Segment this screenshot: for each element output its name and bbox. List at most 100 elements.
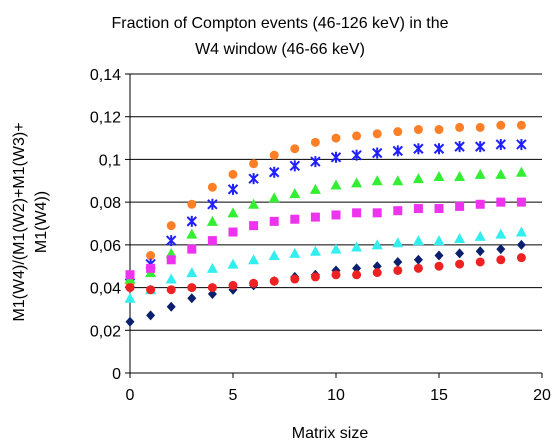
data-point [207, 288, 217, 299]
y-tick-label: 0,1 [99, 152, 121, 169]
data-point [455, 201, 465, 211]
data-point [330, 243, 342, 254]
data-point [248, 198, 260, 209]
data-point [371, 175, 383, 186]
data-point [289, 160, 301, 172]
data-point [268, 192, 280, 203]
data-point [434, 125, 444, 135]
data-point [392, 175, 404, 186]
data-point [495, 168, 507, 179]
data-point [412, 235, 424, 246]
data-point [413, 125, 423, 135]
data-point [352, 208, 362, 218]
series-4 [125, 197, 526, 280]
data-point [186, 267, 198, 278]
data-point [269, 216, 279, 226]
data-point [371, 239, 383, 250]
data-point [516, 138, 527, 150]
data-point [187, 244, 197, 254]
data-point [146, 285, 156, 295]
data-point [207, 236, 217, 246]
data-point [454, 141, 465, 153]
data-point [496, 255, 506, 265]
y-tick-label: 0,04 [90, 281, 121, 298]
data-point [310, 137, 320, 147]
data-point [146, 263, 156, 273]
data-point [187, 283, 197, 293]
chart-title: Fraction of Compton events (46-126 keV) … [111, 15, 448, 58]
data-point [124, 292, 136, 303]
data-point [393, 127, 403, 137]
data-point [309, 183, 321, 194]
series-1 [125, 120, 526, 288]
data-point [228, 169, 238, 179]
data-point [166, 301, 176, 312]
data-point [393, 256, 403, 267]
data-point [392, 145, 404, 157]
series-6 [125, 239, 526, 327]
x-tick-label: 20 [533, 387, 551, 404]
x-tick-labels: 0 5 10 15 20 [126, 387, 551, 404]
data-point [412, 173, 424, 184]
x-tick-label: 0 [126, 387, 135, 404]
data-point [125, 283, 135, 293]
data-point [352, 263, 362, 274]
y-axis-label-line-1: M1(W4)/(M1(W2)+M1(W3)+ [11, 122, 28, 321]
data-point [516, 197, 526, 207]
data-point [310, 156, 321, 168]
data-point [496, 197, 506, 207]
data-point [268, 250, 280, 261]
data-point [146, 251, 156, 261]
data-point [331, 210, 341, 220]
series-3 [124, 166, 527, 284]
data-point [433, 235, 445, 246]
data-point [392, 237, 404, 248]
data-point [393, 206, 403, 216]
data-point [290, 144, 300, 154]
data-point [475, 246, 485, 257]
data-point [474, 141, 486, 153]
data-point [372, 268, 382, 278]
y-tick-label: 0,06 [90, 238, 121, 255]
data-point [496, 244, 506, 255]
data-point [413, 263, 423, 273]
y-tick-label: 0,12 [90, 110, 121, 127]
data-point [228, 280, 238, 290]
data-point [166, 255, 176, 265]
data-point [516, 239, 526, 250]
y-axis-label-line-2: M1(W4)) [33, 191, 50, 253]
data-point [372, 208, 382, 218]
data-point [331, 133, 341, 143]
data-point [455, 259, 465, 269]
data-point [413, 204, 423, 214]
data-point [475, 199, 485, 209]
data-point [330, 151, 342, 163]
chart-title-line-2: W4 window (46-66 keV) [195, 41, 365, 58]
data-point [207, 182, 217, 192]
series-5 [124, 226, 527, 303]
data-point [351, 177, 363, 188]
data-point [495, 138, 507, 150]
data-point [186, 228, 198, 239]
data-point [372, 261, 382, 272]
data-point [249, 278, 259, 288]
x-tick-label: 10 [327, 387, 345, 404]
data-point [227, 183, 239, 195]
data-point [227, 207, 239, 218]
y-tick-label: 0,02 [90, 323, 121, 340]
data-point [165, 235, 177, 247]
data-point [515, 226, 527, 237]
data-point [433, 171, 445, 182]
y-tick-label: 0,08 [90, 195, 121, 212]
data-point [454, 232, 466, 243]
data-point [166, 285, 176, 295]
y-axis-label: M1(W4)/(M1(W2)+M1(W3)+ M1(W4)) [11, 122, 50, 321]
data-point [474, 230, 486, 241]
data-point [269, 150, 279, 160]
data-point [227, 258, 239, 269]
data-point [207, 283, 217, 293]
data-point [434, 250, 444, 261]
data-point [187, 199, 197, 209]
data-point [372, 129, 382, 139]
